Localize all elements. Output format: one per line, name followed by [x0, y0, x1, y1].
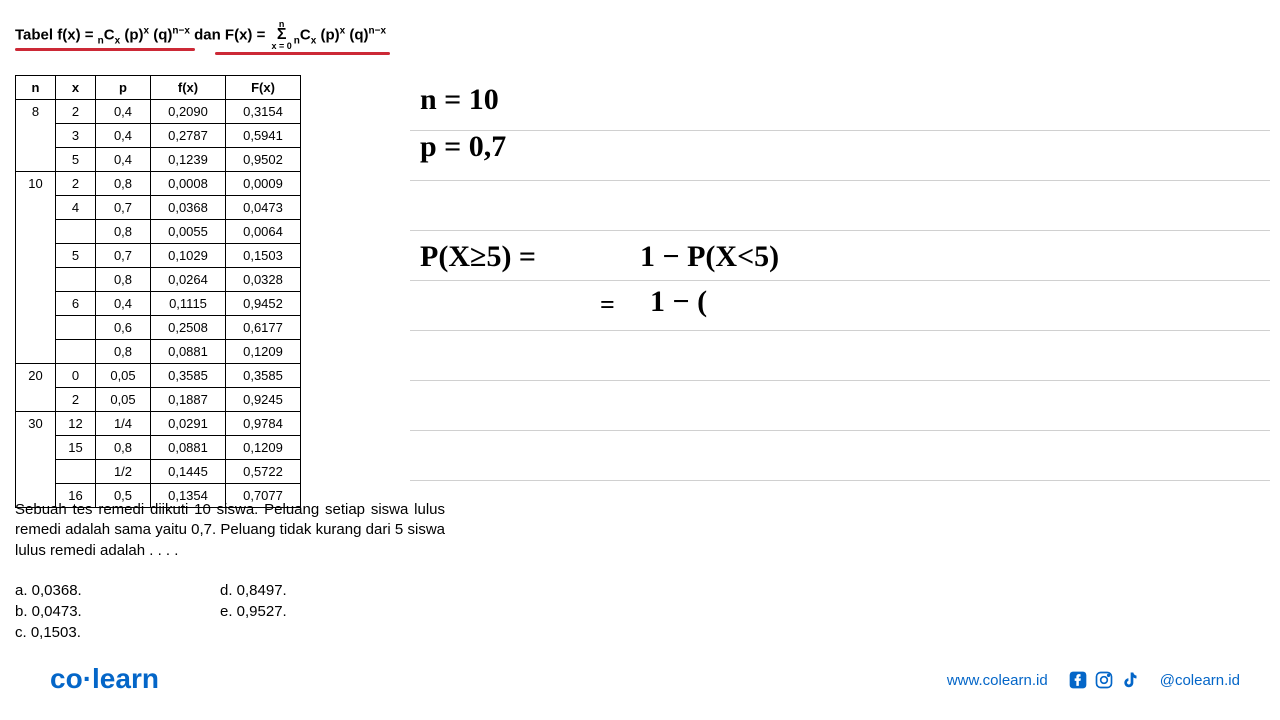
- hand-p: p = 0,7: [420, 130, 506, 164]
- colearn-logo: co·learn: [50, 663, 159, 695]
- table-row: 60,40,11150,9452: [16, 292, 301, 316]
- ruled-line: [410, 380, 1270, 381]
- table-row: 50,70,10290,1503: [16, 244, 301, 268]
- table-header-row: n x p f(x) F(x): [16, 76, 301, 100]
- ruled-line: [410, 430, 1270, 431]
- ruled-line: [410, 280, 1270, 281]
- option-a: a. 0,0368.: [15, 580, 82, 601]
- formula-underline-2: [215, 52, 390, 55]
- option-e: e. 0,9527.: [220, 601, 287, 622]
- hand-px-left: P(X≥5) =: [420, 240, 536, 274]
- binomial-table: n x p f(x) F(x) 8 20,40,20900,3154 30,40…: [15, 75, 301, 508]
- th-x: x: [56, 76, 96, 100]
- formula-dan: dan F(x) =: [190, 26, 270, 43]
- option-b: b. 0,0473.: [15, 601, 82, 622]
- ruled-line: [410, 180, 1270, 181]
- table-row: 20 00,050,35850,3585: [16, 364, 301, 388]
- handwriting-area: n = 10 p = 0,7 P(X≥5) = 1 − P(X<5) = 1 −…: [410, 75, 1270, 495]
- social-icons: [1068, 670, 1140, 690]
- table-row: 0,80,02640,0328: [16, 268, 301, 292]
- table-row: 40,70,03680,0473: [16, 196, 301, 220]
- logo-part2: learn: [92, 663, 159, 694]
- th-n: n: [16, 76, 56, 100]
- table-row: 0,80,08810,1209: [16, 340, 301, 364]
- ruled-line: [410, 230, 1270, 231]
- question-text: Sebuah tes remedi diikuti 10 siswa. Pelu…: [15, 500, 445, 561]
- cell-n: 10: [16, 172, 56, 364]
- th-Fx: F(x): [226, 76, 301, 100]
- hand-1minus: 1 − (: [650, 285, 707, 319]
- ruled-line: [410, 330, 1270, 331]
- footer-url: www.colearn.id: [947, 672, 1048, 689]
- logo-dot: ·: [83, 663, 92, 694]
- hand-eq: =: [600, 290, 615, 320]
- footer-handle: @colearn.id: [1160, 672, 1240, 689]
- cell-n: 8: [16, 100, 56, 172]
- option-c: c. 0,1503.: [15, 622, 82, 643]
- instagram-icon: [1094, 670, 1114, 690]
- tiktok-icon: [1120, 670, 1140, 690]
- table-row: 150,80,08810,1209: [16, 436, 301, 460]
- footer-right: www.colearn.id @colearn.id: [947, 670, 1240, 690]
- hand-n: n = 10: [420, 83, 499, 117]
- formula-header: Tabel f(x) = nCx (p)x (q)n−x dan F(x) = …: [15, 20, 386, 51]
- options-col2: d. 0,8497. e. 0,9527.: [220, 580, 287, 622]
- table-row: 20,050,18870,9245: [16, 388, 301, 412]
- logo-part1: co: [50, 663, 83, 694]
- th-fx: f(x): [151, 76, 226, 100]
- hand-px-right: 1 − P(X<5): [640, 240, 779, 274]
- formula-underline-1: [15, 48, 195, 51]
- ruled-line: [410, 480, 1270, 481]
- facebook-icon: [1068, 670, 1088, 690]
- option-d: d. 0,8497.: [220, 580, 287, 601]
- table-row: 1/20,14450,5722: [16, 460, 301, 484]
- table-row: 8 20,40,20900,3154: [16, 100, 301, 124]
- formula-prefix: Tabel f(x) =: [15, 26, 98, 43]
- cell-n: 30: [16, 412, 56, 508]
- table-row: 30 121/40,02910,9784: [16, 412, 301, 436]
- table-row: 0,60,25080,6177: [16, 316, 301, 340]
- table-row: 10 20,80,00080,0009: [16, 172, 301, 196]
- table-row: 50,40,12390,9502: [16, 148, 301, 172]
- sigma-block: nΣx = 0: [272, 20, 292, 51]
- options-col1: a. 0,0368. b. 0,0473. c. 0,1503.: [15, 580, 82, 643]
- cell-n: 20: [16, 364, 56, 412]
- table-row: 0,80,00550,0064: [16, 220, 301, 244]
- table-row: 30,40,27870,5941: [16, 124, 301, 148]
- ruled-line: [410, 130, 1270, 131]
- th-p: p: [96, 76, 151, 100]
